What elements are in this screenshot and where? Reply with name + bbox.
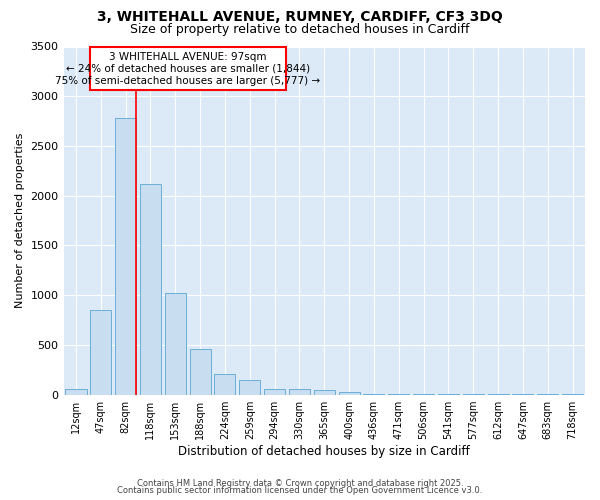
Text: Contains public sector information licensed under the Open Government Licence v3: Contains public sector information licen… <box>118 486 482 495</box>
Bar <box>264 389 285 394</box>
Bar <box>289 388 310 394</box>
Text: Contains HM Land Registry data © Crown copyright and database right 2025.: Contains HM Land Registry data © Crown c… <box>137 478 463 488</box>
Text: ← 24% of detached houses are smaller (1,844): ← 24% of detached houses are smaller (1,… <box>65 64 310 74</box>
Bar <box>115 118 136 394</box>
Text: Size of property relative to detached houses in Cardiff: Size of property relative to detached ho… <box>130 22 470 36</box>
Bar <box>214 374 235 394</box>
Text: 3 WHITEHALL AVENUE: 97sqm: 3 WHITEHALL AVENUE: 97sqm <box>109 52 266 62</box>
Bar <box>239 380 260 394</box>
Bar <box>314 390 335 394</box>
FancyBboxPatch shape <box>89 48 286 90</box>
Y-axis label: Number of detached properties: Number of detached properties <box>15 133 25 308</box>
Bar <box>65 389 86 394</box>
Text: 75% of semi-detached houses are larger (5,777) →: 75% of semi-detached houses are larger (… <box>55 76 320 86</box>
Bar <box>165 293 186 394</box>
Bar <box>90 310 112 394</box>
Bar <box>190 349 211 395</box>
X-axis label: Distribution of detached houses by size in Cardiff: Distribution of detached houses by size … <box>178 444 470 458</box>
Bar <box>338 392 359 394</box>
Bar <box>140 184 161 394</box>
Text: 3, WHITEHALL AVENUE, RUMNEY, CARDIFF, CF3 3DQ: 3, WHITEHALL AVENUE, RUMNEY, CARDIFF, CF… <box>97 10 503 24</box>
